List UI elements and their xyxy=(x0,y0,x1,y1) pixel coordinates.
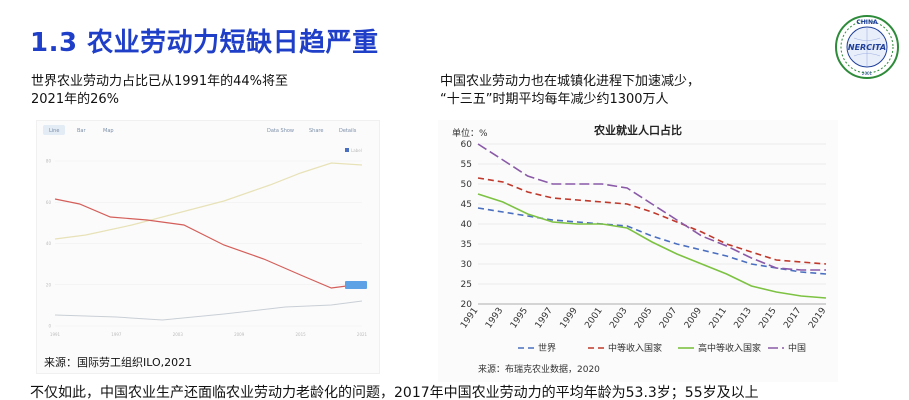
chart-title: 农业就业人口占比 xyxy=(593,123,682,137)
slide-title: 1.3 农业劳动力短缺日趋严重 xyxy=(30,28,379,58)
chart-series-line-3 xyxy=(477,143,826,271)
ilo-chart-svg: Line Bar Map Data Show Share Details Lab… xyxy=(43,125,368,337)
chart-legend-label: 中等收入国家 xyxy=(608,342,662,354)
ilo-line-world xyxy=(54,162,363,240)
bottom-paragraph: 不仅如此，中国农业生产还面临农业劳动力老龄化的问题，2017年中国农业劳动力的平… xyxy=(30,385,759,400)
ilo-y-tick: 0 xyxy=(48,324,51,329)
ilo-y-tick: 20 xyxy=(46,282,52,287)
ilo-x-tick: 1997 xyxy=(111,332,122,337)
logo-top-text: CHINA xyxy=(856,19,878,26)
ilo-button-details: Details xyxy=(339,128,357,134)
chart-y-tick: 45 xyxy=(461,200,472,210)
ilo-line-low xyxy=(54,300,363,321)
right-description: 中国农业劳动力也在城镇化进程下加速减少， “十三五”时期平均每年减少约1300万… xyxy=(440,73,860,109)
ilo-y-ticks: 0 20 40 60 80 xyxy=(46,159,52,329)
left-description: 世界农业劳动力占比已从1991年的44%将至 2021年的26% xyxy=(31,73,391,109)
chart-y-tick: 55 xyxy=(461,160,472,170)
chart-ylabel: 单位：% xyxy=(452,127,488,139)
ilo-x-tick: 1991 xyxy=(50,332,61,337)
ilo-chart-screenshot: Line Bar Map Data Show Share Details Lab… xyxy=(36,120,380,374)
chart-background xyxy=(438,120,838,382)
chart-y-tick: 25 xyxy=(461,280,472,290)
ilo-legend-label: Label xyxy=(351,148,362,153)
chart-legend-label: 世界 xyxy=(538,342,556,354)
ilo-x-tick: 2003 xyxy=(173,332,184,337)
ilo-legend-swatch xyxy=(345,148,349,152)
left-description-line-1: 世界农业劳动力占比已从1991年的44%将至 xyxy=(31,74,288,89)
ilo-tab-line-bg xyxy=(43,125,65,135)
chart-legend-label: 中国 xyxy=(788,342,806,354)
right-description-line-1: 中国农业劳动力也在城镇化进程下加速减少， xyxy=(440,74,701,89)
ilo-x-tick: 2021 xyxy=(357,332,368,337)
logo-globe-grid xyxy=(850,28,884,66)
ilo-tab-bar: Bar xyxy=(77,128,86,134)
left-description-line-2: 2021年的26% xyxy=(31,92,119,107)
ilo-y-tick: 40 xyxy=(46,241,52,246)
left-source: 来源：国际劳工组织ILO,2021 xyxy=(44,356,193,369)
chart-series-line-1 xyxy=(477,177,827,265)
ilo-x-tick: 2009 xyxy=(234,332,245,337)
chart-y-ticks: 20 25 30 35 40 45 50 55 60 xyxy=(461,140,473,310)
ilo-tooltip xyxy=(345,281,367,289)
chart-y-tick: 30 xyxy=(461,260,473,270)
ilo-tab-map: Map xyxy=(103,128,114,134)
chart-y-tick: 60 xyxy=(461,140,473,150)
ilo-gridlines xyxy=(55,160,362,327)
ilo-y-tick: 80 xyxy=(46,159,52,164)
chart-legend-label: 高中等收入国家 xyxy=(698,342,761,354)
ilo-line-china xyxy=(54,198,363,289)
ilo-y-tick: 60 xyxy=(46,200,52,205)
logo-bottom-text: 2001 xyxy=(862,71,873,76)
chart-y-tick: 20 xyxy=(461,300,473,310)
ilo-button-share: Share xyxy=(309,128,323,134)
logo-center-text: NERCITA xyxy=(848,43,886,52)
chart-y-tick: 40 xyxy=(461,220,473,230)
ilo-x-tick: 2015 xyxy=(296,332,307,337)
logo-wreath xyxy=(840,20,894,74)
right-source: 来源：布瑞克农业数据，2020 xyxy=(478,363,600,375)
nercita-logo: CHINA NERCITA 2001 xyxy=(835,15,899,79)
chart-y-tick: 50 xyxy=(461,180,473,190)
right-description-line-2: “十三五”时期平均每年减少约1300万人 xyxy=(440,92,669,107)
chart-series xyxy=(477,143,827,299)
chart-y-tick: 35 xyxy=(461,240,472,250)
ilo-tab-line: Line xyxy=(49,128,59,134)
ilo-x-ticks: 1991 1997 2003 2009 2015 2021 xyxy=(50,332,368,337)
chart-legend: 世界 中等收入国家 高中等收入国家 中国 xyxy=(518,342,806,354)
chart-series-line-2 xyxy=(477,193,827,299)
ilo-button-data: Data Show xyxy=(267,128,294,134)
agri-employment-chart: 单位：% 农业就业人口占比 20 25 30 35 40 45 50 55 60 1991 199… xyxy=(438,120,838,382)
